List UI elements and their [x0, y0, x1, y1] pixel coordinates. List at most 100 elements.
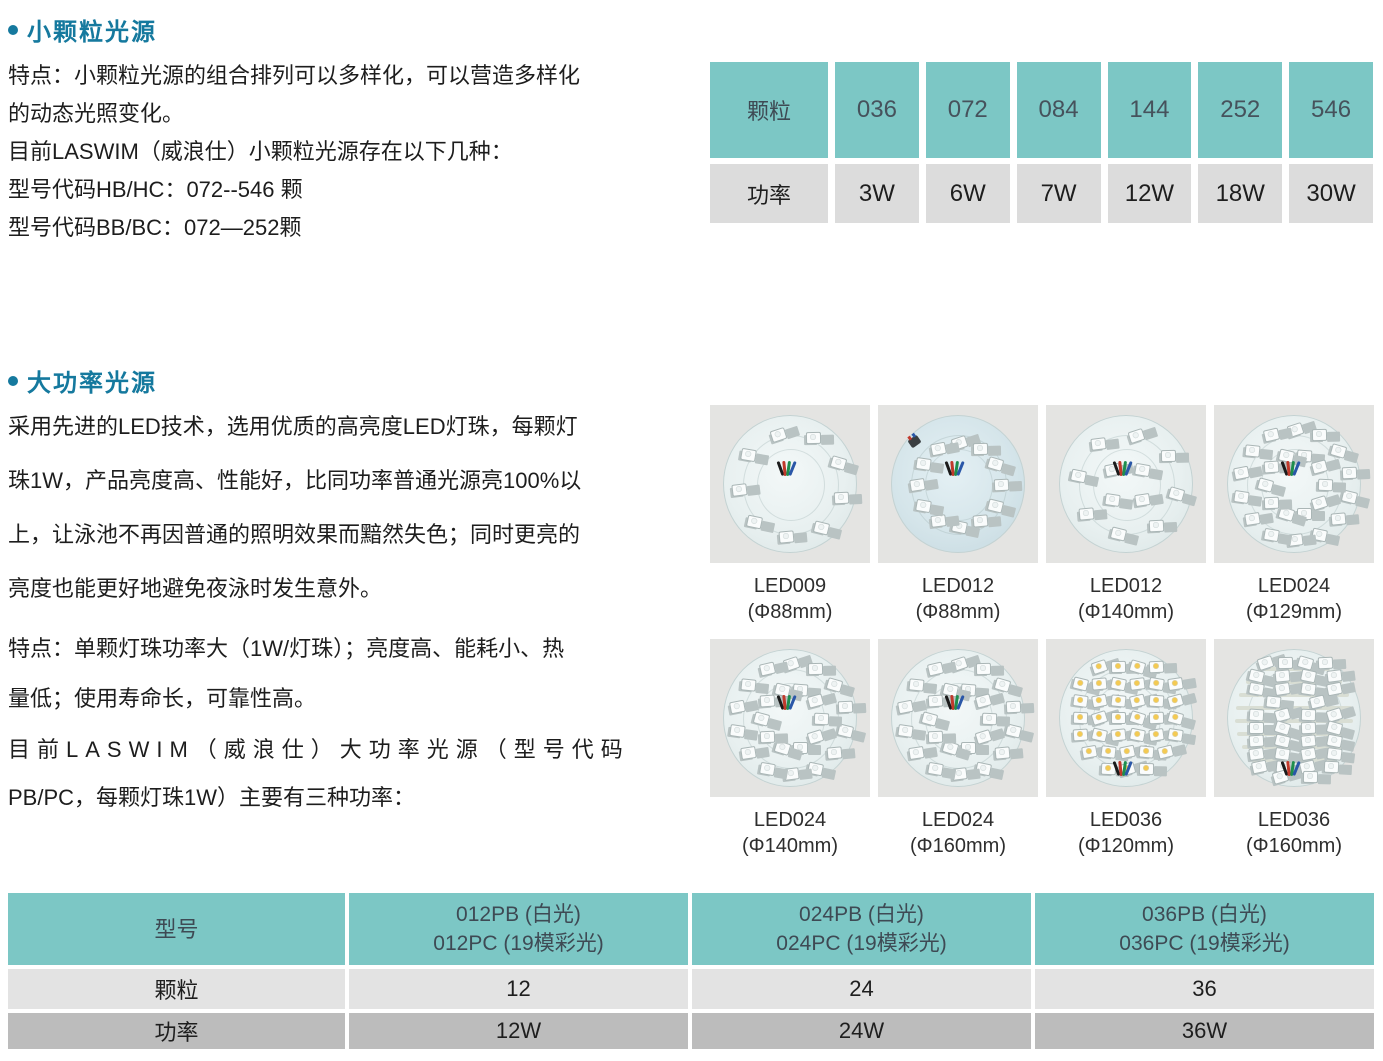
model-name-cell: 024PB (白光) 024PC (19模彩光) — [692, 893, 1031, 965]
led-chip — [1110, 526, 1128, 542]
product-label: LED036 (Φ160mm) — [1214, 807, 1374, 859]
product-model: LED024 — [1257, 575, 1331, 597]
power-value-cell: 18W — [1198, 164, 1283, 223]
particle-count-cell: 036 — [835, 62, 919, 158]
power-value-cell: 7W — [1016, 164, 1101, 223]
led-chip — [1071, 676, 1089, 692]
led-chip — [897, 724, 915, 739]
model-name-cell: 036PB (白光) 036PC (19模彩光) — [1035, 893, 1374, 965]
pcb-trace-icon — [1079, 435, 1175, 535]
led-chip — [826, 746, 843, 760]
pcb-board — [891, 649, 1025, 787]
pcb-board — [1059, 649, 1193, 787]
pcb-stripe-icon — [1239, 693, 1349, 697]
product-card: LED024 (Φ160mm) — [878, 639, 1038, 859]
led-chip — [1277, 656, 1294, 670]
led-chip — [972, 514, 989, 528]
product-photo — [878, 405, 1038, 563]
product-model: LED012 — [1089, 575, 1163, 597]
pcb-stripe-icon — [1246, 680, 1342, 684]
led-chip — [951, 767, 968, 781]
led-chip — [1250, 759, 1269, 775]
led-chip — [1166, 727, 1184, 743]
product-label: LED024 (Φ160mm) — [878, 807, 1038, 859]
led-chip — [1233, 465, 1251, 481]
pcb-board — [723, 649, 857, 787]
led-chip — [981, 712, 998, 726]
product-label: LED012 (Φ140mm) — [1046, 573, 1206, 625]
pcb-stripe-icon — [1235, 706, 1353, 710]
led-chip — [927, 694, 944, 708]
small-particle-spec-table: 颗粒 036 072 084 144 252 546 功率 3W 6W 7W 12W 18W 30W — [710, 62, 1373, 223]
led-chip — [805, 431, 822, 444]
product-card: LED012 (Φ88mm) — [878, 405, 1038, 625]
product-diameter: (Φ88mm) — [915, 601, 1001, 623]
power-value-cell: 12W — [1107, 164, 1192, 223]
led-chip — [993, 478, 1010, 492]
led-chip — [1233, 490, 1251, 505]
power-paragraph-2: 特点：单颗灯珠功率大（1W/灯珠）；亮度高、能耗小、热 量低；使用寿命长，可靠性… — [8, 636, 565, 711]
wire-bundle-icon — [944, 460, 965, 481]
power-value-cell: 3W — [835, 164, 919, 223]
led-chip — [1340, 489, 1358, 505]
led-chip — [1078, 507, 1095, 521]
section-high-power: 大功率光源 采用先进的LED技术，选用优质的高亮度LED灯珠，每颗灯 珠1W，产… — [8, 363, 686, 822]
connector-icon — [907, 434, 922, 449]
product-model: LED036 — [1257, 809, 1331, 831]
led-chip — [1341, 466, 1357, 480]
particles-row-label: 颗粒 — [8, 969, 345, 1009]
product-card: LED012 (Φ140mm) — [1046, 405, 1206, 625]
product-model: LED024 — [921, 809, 995, 831]
led-chip — [1317, 478, 1334, 492]
led-chip — [740, 677, 757, 692]
led-chip — [783, 767, 800, 781]
led-chip — [927, 761, 945, 776]
pcb-board — [1059, 415, 1193, 553]
led-chip — [1156, 744, 1175, 760]
product-photo — [710, 639, 870, 797]
led-chip — [1330, 512, 1347, 526]
model-header-cell: 型号 — [8, 893, 345, 965]
led-chip — [1310, 527, 1328, 542]
pcb-stripe-icon — [1250, 758, 1338, 762]
section-title: 大功率光源 — [27, 370, 157, 397]
bullet-icon — [8, 375, 18, 386]
product-card: LED009 (Φ88mm) — [710, 405, 870, 625]
led-chip — [1287, 533, 1304, 547]
power-value-cell: 36W — [1035, 1013, 1374, 1049]
led-chip — [1274, 669, 1291, 683]
product-model: LED036 — [1089, 809, 1163, 831]
power-value-cell: 24W — [692, 1013, 1031, 1049]
led-chip — [975, 663, 991, 676]
led-chip — [1091, 677, 1107, 691]
particle-count-cell: 144 — [1107, 62, 1192, 158]
wire-bundle-icon — [1280, 760, 1301, 781]
led-chip — [1248, 708, 1265, 722]
product-photo — [1214, 405, 1374, 563]
particle-count-cell: 072 — [925, 62, 1010, 158]
led-chip — [1148, 519, 1164, 533]
led-chip — [1248, 747, 1265, 761]
product-card: LED024 (Φ129mm) — [1214, 405, 1374, 625]
pcb-trace-icon — [1093, 449, 1161, 521]
led-chip — [914, 498, 932, 514]
pcb-board — [891, 415, 1025, 553]
pcb-stripe-icon — [1237, 732, 1351, 736]
product-photo — [878, 639, 1038, 797]
led-chip — [1300, 734, 1317, 748]
product-photo-grid: LED009 (Φ88mm) LED012 (Φ88mm) LED012 (Φ140mm)… — [710, 405, 1374, 859]
led-chip — [1148, 660, 1164, 674]
led-chip — [972, 442, 989, 455]
model-name-cell: 012PB (白光) 012PC (19模彩光) — [349, 893, 688, 965]
led-chip — [908, 746, 925, 761]
led-chip — [1166, 676, 1184, 692]
product-diameter: (Φ140mm) — [742, 835, 838, 857]
led-chip — [897, 699, 915, 715]
led-chip — [908, 677, 925, 692]
led-chip — [1302, 770, 1319, 784]
led-chip — [994, 746, 1011, 760]
section-heading-power: 大功率光源 — [8, 363, 686, 398]
led-chip — [1166, 693, 1184, 709]
led-chip — [1081, 744, 1098, 760]
led-chip — [813, 712, 830, 726]
